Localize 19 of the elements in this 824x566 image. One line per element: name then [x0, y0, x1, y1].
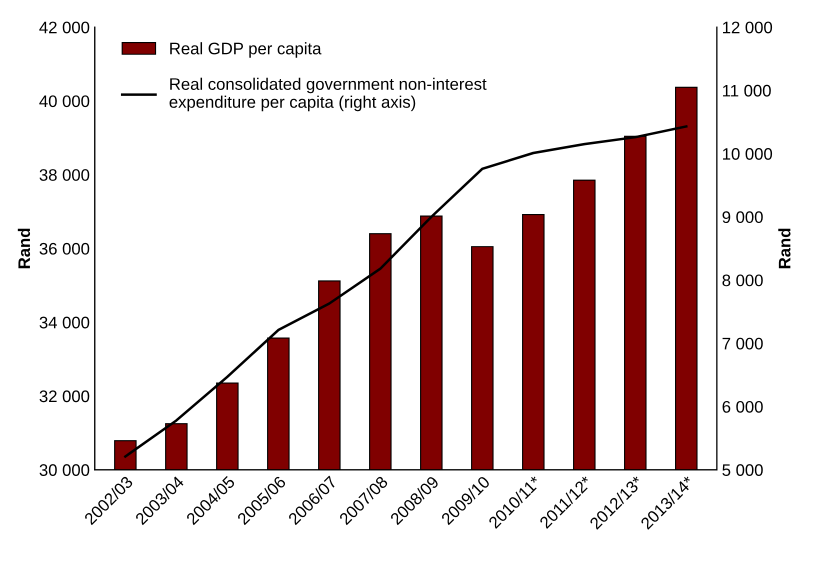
y-tick-label: 36 000 — [40, 242, 90, 255]
legend-label: Real consolidated government non-interest expenditure per capita (right axis) — [170, 78, 487, 112]
y2-tick-label: 7 000 — [722, 338, 763, 350]
y2-tick-label: 6 000 — [722, 400, 763, 413]
y2-tick-label: 8 000 — [722, 274, 763, 286]
y2-tick-label: 11 000 — [723, 84, 771, 97]
y-axis-title: Rand — [18, 228, 30, 268]
y-tick-label: 32 000 — [40, 390, 90, 402]
y-tick-label: 30 000 — [40, 464, 90, 476]
y-tick-label: 34 000 — [40, 316, 90, 328]
y2-axis-title: Rand — [778, 228, 791, 268]
legend-label: Real GDP per capita — [170, 42, 322, 58]
y2-tick-label: 10 000 — [723, 148, 772, 160]
y2-tick-label: 12 000 — [723, 22, 772, 34]
y-tick-label: 42 000 — [39, 22, 90, 34]
y-tick-label: 38 000 — [40, 169, 90, 181]
y2-tick-label: 5 000 — [722, 464, 763, 476]
y-tick-label: 40 000 — [39, 95, 90, 108]
y2-tick-label: 9 000 — [722, 211, 763, 224]
